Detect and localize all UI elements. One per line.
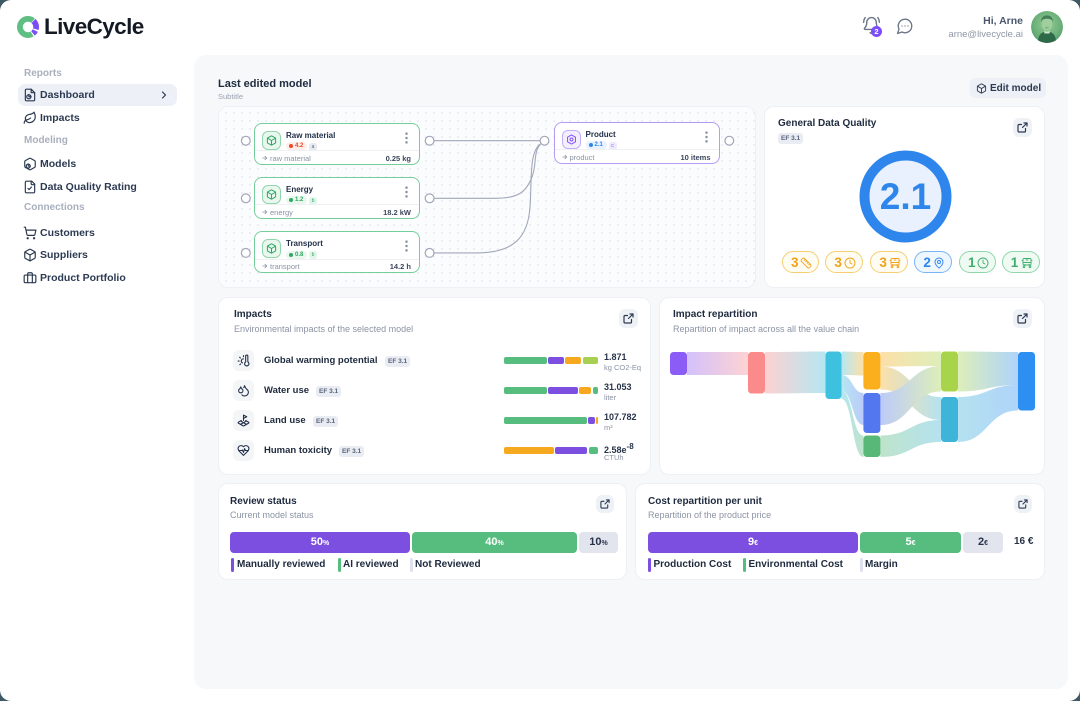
svg-text:2.1: 2.1 bbox=[880, 176, 931, 217]
